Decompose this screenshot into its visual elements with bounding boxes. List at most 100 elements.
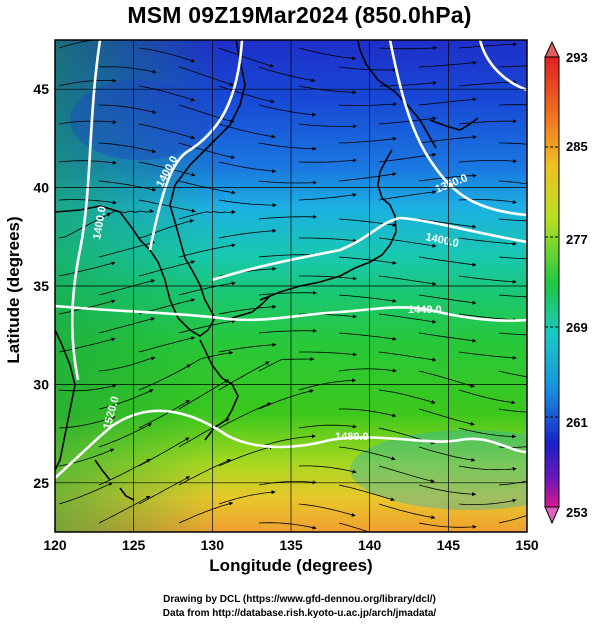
wind-streamline xyxy=(58,120,117,125)
wind-streamline xyxy=(499,142,527,145)
wind-streamline xyxy=(338,446,396,461)
height-contours xyxy=(55,40,527,479)
wind-streamline xyxy=(378,313,437,324)
colorbar-label: 293 xyxy=(566,50,588,65)
wind-streamline xyxy=(98,423,152,448)
plot-frame xyxy=(54,39,528,533)
wind-streamline xyxy=(498,65,527,68)
wind-streamline xyxy=(338,102,397,107)
wind-streamline xyxy=(418,97,477,106)
x-tick-label: 130 xyxy=(201,537,225,553)
wind-streamline xyxy=(299,351,357,357)
wind-streamline xyxy=(58,384,117,392)
page-title: MSM 09Z19Mar2024 (850.0hPa) xyxy=(127,2,472,28)
wind-streamline xyxy=(218,161,277,173)
x-tick-label: 120 xyxy=(43,537,67,553)
wind-streamline xyxy=(258,252,317,258)
x-tick-labels: 120 125 130 135 140 145 150 xyxy=(43,537,539,553)
wind-streamline xyxy=(338,294,397,303)
wind-streamline xyxy=(498,104,527,106)
wind-streamline xyxy=(298,85,357,95)
x-tick-label: 140 xyxy=(358,537,382,553)
wind-streamline xyxy=(178,209,236,220)
wind-streamline xyxy=(498,218,527,222)
wind-streamline xyxy=(418,294,477,305)
colorbar-label: 261 xyxy=(566,415,588,430)
wind-streamline xyxy=(458,159,517,164)
wind-streamline xyxy=(218,228,277,239)
wind-streamline xyxy=(178,104,235,124)
wind-streamline xyxy=(258,357,315,372)
wind-streamline xyxy=(378,237,437,248)
wind-streamline xyxy=(98,495,151,524)
wind-streamline xyxy=(418,256,477,267)
wind-streamline xyxy=(458,427,517,439)
wind-streamline xyxy=(178,319,236,334)
wind-streamline xyxy=(378,465,435,483)
colorbar-gradient xyxy=(544,56,560,508)
colorbar-label: 253 xyxy=(566,505,588,520)
wind-streamline xyxy=(58,78,117,87)
wind-streamline xyxy=(218,47,274,68)
wind-streamline xyxy=(378,190,437,201)
wind-streamline xyxy=(418,522,477,529)
wind-streamline xyxy=(458,465,517,471)
wind-streamline xyxy=(338,332,397,341)
wind-streamline xyxy=(418,332,477,343)
wind-streamline xyxy=(418,135,477,144)
wind-streamline xyxy=(458,119,517,125)
wind-streamline xyxy=(258,104,317,117)
wind-streamline xyxy=(418,484,477,497)
wind-streamline xyxy=(58,337,116,353)
wind-streamline xyxy=(418,218,477,229)
contour-label: 1440.0 xyxy=(408,304,442,316)
wind-streamline xyxy=(418,370,475,388)
wind-streamline xyxy=(458,389,516,405)
colorbar: 293 285 277 269 261 253 xyxy=(544,40,588,525)
wind-streamline xyxy=(338,256,397,265)
wind-streamline xyxy=(138,47,196,63)
wind-streamline xyxy=(458,42,517,49)
wind-streamline xyxy=(58,160,117,165)
x-tick-label: 125 xyxy=(122,537,146,553)
wind-streamline xyxy=(258,180,317,185)
wind-streamline xyxy=(418,446,476,462)
wind-streamline xyxy=(338,484,395,502)
wind-streamline xyxy=(258,522,317,530)
wind-streamline xyxy=(338,136,397,144)
wind-streamline xyxy=(218,342,277,353)
wind-streamline xyxy=(378,351,437,362)
wind-streamline xyxy=(178,459,232,486)
wind-streamline xyxy=(299,275,357,281)
wind-streamline xyxy=(298,47,356,61)
wind-streamline xyxy=(498,332,527,336)
wind-streamline xyxy=(458,80,517,87)
wind-streamline xyxy=(299,237,357,243)
wind-streamline xyxy=(338,172,397,182)
wind-streamline xyxy=(98,279,155,296)
wind-streamline xyxy=(258,142,317,151)
wind-streamline xyxy=(98,317,155,334)
wind-streamline xyxy=(258,66,316,83)
wind-streamline xyxy=(218,490,276,505)
colorbar-top-triangle xyxy=(544,40,560,58)
wind-streamline xyxy=(498,370,527,378)
wind-streamline xyxy=(378,116,437,125)
wind-streamline xyxy=(98,66,157,74)
y-tick-label: 45 xyxy=(33,81,49,97)
wind-streamline xyxy=(218,199,277,208)
wind-streamline xyxy=(178,142,235,160)
wind-streamline xyxy=(98,356,156,372)
wind-streamline xyxy=(338,66,397,72)
wind-streamline xyxy=(218,402,272,429)
colorbar-label: 285 xyxy=(566,139,588,154)
wind-streamline xyxy=(178,243,236,258)
wind-streamline xyxy=(258,290,317,296)
credit-data: Data from http://database.rish.kyoto-u.a… xyxy=(162,608,437,619)
wind-streamline xyxy=(498,256,527,260)
wind-streamline xyxy=(178,281,236,296)
wind-streamline xyxy=(138,219,195,239)
contour-label: 1400.0 xyxy=(91,205,109,240)
wind-streamline xyxy=(58,482,113,505)
